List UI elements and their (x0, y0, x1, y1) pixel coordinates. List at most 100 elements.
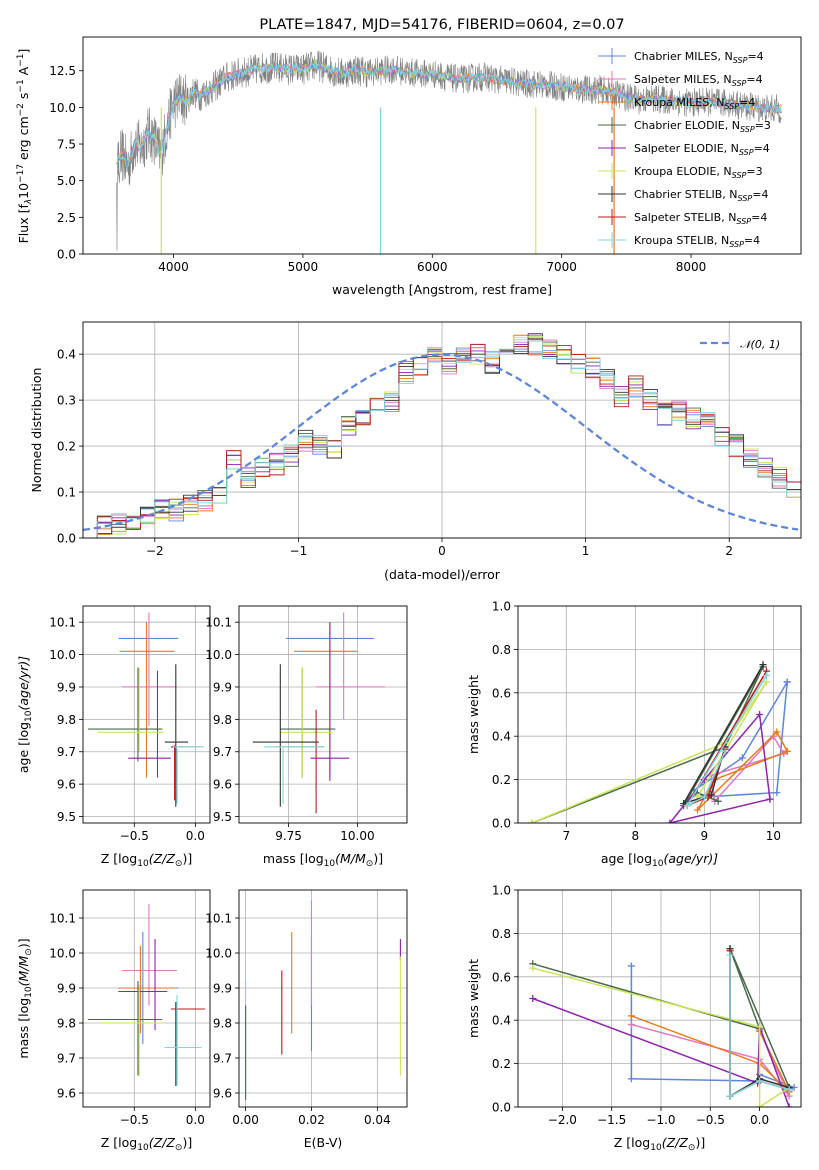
y-tick-label: 9.6 (57, 1087, 76, 1101)
y-axis-label: Flux [fλ10−17 erg cm−2 s−1 A−1] (16, 49, 34, 244)
x-tick-label: 4000 (158, 260, 189, 274)
y-tick-label: 0.3 (57, 394, 76, 408)
mass-weight-marker-kroupa_stelib (721, 747, 729, 755)
mass-weight-vs-age-panel-ticks: 7 8 9 10 0.0 0.2 0.4 0.6 0.8 1.0 (492, 600, 781, 844)
spectrum-panel-frame (82, 36, 802, 255)
residual-hist-kroupa_stelib (83, 339, 801, 538)
y-tick-label: 0.2 (492, 773, 511, 787)
y-tick-label: 9.7 (213, 745, 232, 759)
mass-weight-marker-salpeter_elodie (666, 819, 674, 823)
mass-weight-marker-kroupa_miles (773, 728, 781, 736)
mass-weight-vs-Z-panel-frame (517, 889, 802, 1108)
mass-weight-line-salpeter_stelib (685, 670, 768, 808)
age-vs-Z-panel-ticks: −0.5 0.0 9.5 9.6 9.7 9.8 9.9 10.0 10.1 (49, 616, 205, 843)
y-tick-label: 9.7 (57, 1052, 76, 1066)
y-tick-label: 10.0 (205, 648, 232, 662)
y-tick-label: 0.0 (492, 817, 511, 831)
y-tick-label: 9.6 (213, 778, 232, 792)
mass-weight-marker-kroupa_elodie (529, 964, 537, 972)
age-vs-mass-panel-frame (238, 605, 408, 824)
mass-vs-ebv-panel-marks (245, 900, 401, 1100)
observed-spectrum-line (116, 50, 782, 251)
mass-weight-marker-kroupa_stelib (762, 671, 770, 679)
mass-weight-marker-chabrier_miles (773, 789, 781, 797)
mass-weight-vs-Z-panel-ticks: −2.0 −1.5 −1.0 −0.5 0.0 0.0 0.2 0.4 0.6 0.8 1.0 (492, 884, 769, 1128)
y-tick-label: 0.4 (492, 1014, 511, 1028)
y-tick-label: 1.0 (492, 884, 511, 898)
age-vs-Z-panel: −0.5 0.0 9.5 9.6 9.7 9.8 9.9 10.0 10.1 Z [log10(Z… (16, 605, 211, 869)
mass-weight-line-kroupa_elodie (531, 681, 768, 823)
y-tick-label: 9.9 (213, 982, 232, 996)
y-tick-label: 10.0 (205, 947, 232, 961)
x-tick-label: 9.75 (275, 829, 302, 843)
mass-weight-marker-salpeter_elodie (529, 995, 537, 1002)
age-vs-Z-panel-frame (82, 605, 211, 824)
mass-vs-ebv-panel: 0.00 0.02 0.04 9.6 9.7 9.8 9.9 10.0 10.1 E(B-V) (205, 889, 408, 1150)
mass-weight-marker-kroupa_stelib (700, 793, 708, 801)
legend-gaussian-label: 𝒩(0, 1) (740, 338, 780, 351)
y-axis-label: mass weight (466, 675, 481, 754)
mass-weight-marker-salpeter_elodie (756, 711, 764, 718)
mass-vs-ebv-panel-frame (238, 889, 408, 1108)
y-tick-label: 0.6 (492, 686, 511, 700)
mass-weight-line-kroupa_elodie (532, 967, 790, 1107)
x-tick-label: 7 (562, 829, 570, 843)
mass-weight-marker-salpeter_elodie (766, 795, 774, 803)
mass-vs-Z-panel: −0.5 0.0 9.6 9.7 9.8 9.9 10.0 10.1 Z [log10(Z/Z⊙… (16, 889, 211, 1153)
y-tick-label: 9.9 (213, 680, 232, 694)
y-tick-label: 9.5 (213, 810, 232, 824)
x-axis-label: age [log10(age/yr)] (601, 851, 718, 869)
x-tick-label: 0.0 (750, 1113, 769, 1127)
x-tick-label: 1 (582, 544, 590, 558)
y-axis-label: Normed distribution (29, 368, 44, 493)
mass-weight-marker-chabrier_elodie (714, 797, 722, 805)
mass-weight-line-kroupa_stelib (729, 955, 790, 1098)
x-tick-label: −0.5 (696, 1113, 725, 1127)
mass-weight-vs-age-panel-marks (528, 661, 791, 823)
mass-weight-marker-chabrier_miles (627, 1075, 635, 1083)
mass-weight-marker-salpeter_miles (627, 1021, 635, 1029)
mass-weight-vs-age-panel-frame (517, 605, 802, 824)
x-tick-label: 10 (766, 829, 781, 843)
mass-weight-marker-kroupa_miles (693, 806, 701, 814)
x-tick-label: 10.00 (340, 829, 374, 843)
model-spectrum-kroupa_stelib (116, 60, 782, 168)
mass-weight-marker-kroupa_elodie (756, 1023, 764, 1031)
age-vs-mass-panel: 9.75 10.00 9.5 9.6 9.7 9.8 9.9 10.0 10.1 mass [lo… (205, 605, 408, 869)
mass-weight-marker-kroupa_stelib (683, 802, 691, 810)
y-tick-label: 7.5 (57, 138, 76, 152)
x-axis-label: E(B-V) (304, 1135, 343, 1150)
mass-weight-marker-chabrier_miles (738, 754, 746, 762)
mass-weight-marker-chabrier_miles (783, 678, 791, 686)
y-tick-label: 10.1 (205, 912, 232, 926)
model-spectrum-chabrier_miles (116, 61, 782, 168)
mass-weight-marker-kroupa_elodie (762, 678, 770, 686)
x-axis-label: wavelength [Angstrom, rest frame] (332, 282, 552, 297)
legend-entry-kroupa_miles: Kroupa MILES, NSSP=4 (634, 96, 755, 111)
age-vs-Z-panel-marks (87, 612, 204, 807)
legend-entry-chabrier_miles: Chabrier MILES, NSSP=4 (634, 50, 764, 65)
legend-entry-chabrier_elodie: Chabrier ELODIE, NSSP=3 (634, 119, 771, 134)
y-tick-label: 10.1 (49, 912, 76, 926)
chart-title: PLATE=1847, MJD=54176, FIBERID=0604, z=0… (259, 17, 624, 33)
residual-hist-salpeter_miles (83, 339, 801, 538)
mass-vs-Z-panel-grid (83, 890, 210, 1107)
mass-weight-marker-kroupa_miles (627, 1012, 635, 1020)
y-tick-label: 0.1 (57, 486, 76, 500)
legend-entry-chabrier_stelib: Chabrier STELIB, NSSP=4 (634, 188, 768, 203)
residuals-panel-marks (83, 333, 801, 538)
x-tick-label: −0.5 (120, 1113, 149, 1127)
x-tick-label: 8000 (676, 260, 707, 274)
mass-weight-marker-kroupa_stelib (756, 1077, 764, 1085)
x-tick-label: −2 (146, 544, 164, 558)
y-tick-label: 0.2 (57, 440, 76, 454)
y-tick-label: 5.0 (57, 174, 76, 188)
y-tick-label: 9.7 (57, 745, 76, 759)
mass-vs-ebv-panel-grid (239, 890, 407, 1107)
y-tick-label: 0.0 (492, 1101, 511, 1115)
y-tick-label: 9.6 (213, 1087, 232, 1101)
spectrum-panel-ticks: 4000 5000 6000 7000 8000 0.0 2.5 5.0 7.5 10.0 12.5 (49, 64, 706, 274)
mass-weight-line-chabrier_elodie (531, 666, 764, 823)
y-axis-label: mass [log10(M/M⊙)] (16, 938, 34, 1058)
x-tick-label: 0.04 (364, 1113, 391, 1127)
